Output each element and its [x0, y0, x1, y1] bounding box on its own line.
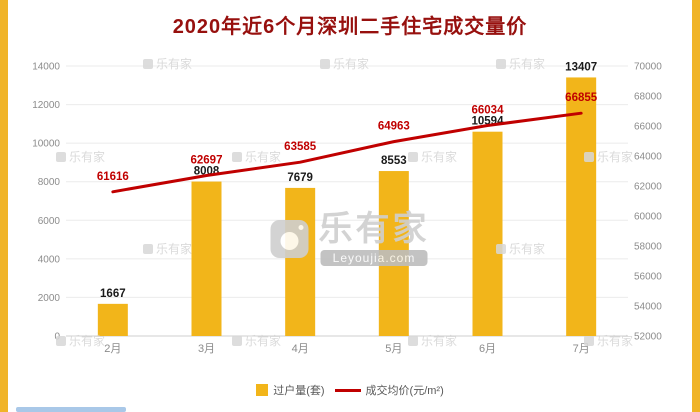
right-axis-tick-label: 62000 — [634, 182, 662, 193]
legend-price-label: 成交均价(元/m²) — [365, 385, 444, 397]
chart-title: 2020年近6个月深圳二手住宅成交量价 — [172, 16, 528, 38]
right-axis-tick-label: 60000 — [634, 212, 662, 223]
legend-volume-label: 过户量(套) — [273, 385, 325, 397]
right-axis-tick-label: 70000 — [634, 62, 662, 73]
volume-bar — [566, 77, 597, 336]
bar-value-label: 1667 — [100, 288, 126, 300]
legend-item-volume: 过户量(套) — [256, 382, 325, 398]
combo-chart: 0 2000 4000 6000 8000 10000 12000 14000 70000 680… — [32, 61, 662, 355]
left-axis-tick-label: 0 — [54, 332, 60, 343]
volume-bar — [191, 181, 222, 336]
volume-swatch-icon — [256, 384, 269, 396]
scrollbar-thumb — [16, 407, 126, 412]
volume-bar — [472, 131, 503, 336]
price-value-label: 63585 — [284, 141, 317, 153]
right-axis-tick-label: 58000 — [634, 242, 662, 253]
volume-bar — [97, 303, 128, 336]
volume-bar — [378, 171, 409, 336]
price-line-icon — [334, 388, 361, 392]
x-axis-label: 2月 — [104, 343, 121, 355]
x-axis-label: 4月 — [292, 343, 309, 355]
legend-item-price: 成交均价(元/m²) — [334, 382, 444, 398]
price-value-label: 64963 — [378, 121, 410, 133]
right-axis-tick-label: 56000 — [634, 272, 662, 283]
left-axis-tick-label: 12000 — [32, 100, 60, 111]
price-value-label: 66855 — [565, 92, 598, 104]
left-axis-tick-label: 4000 — [38, 254, 61, 265]
right-axis-tick-label: 66000 — [634, 122, 662, 133]
x-axis-label: 6月 — [479, 343, 496, 355]
right-axis-tick-label: 52000 — [634, 332, 662, 343]
left-axis-tick-label: 14000 — [32, 62, 60, 73]
left-axis-tick-label: 8000 — [38, 177, 61, 188]
bar-value-label: 13407 — [565, 61, 597, 73]
price-line — [111, 111, 583, 194]
price-value-label: 66034 — [472, 104, 505, 116]
x-axis-label: 3月 — [198, 343, 215, 355]
x-axis-label: 7月 — [573, 343, 590, 355]
left-axis-tick-label: 10000 — [32, 139, 60, 150]
price-value-label: 62697 — [191, 155, 223, 167]
volume-bar — [285, 187, 316, 336]
left-axis-tick-label: 2000 — [38, 293, 61, 304]
chart-legend: 过户量(套) 成交均价(元/m²) — [8, 382, 692, 398]
left-axis-tick-label: 6000 — [38, 216, 61, 227]
right-axis-tick-label: 54000 — [634, 302, 662, 313]
right-axis-tick-label: 64000 — [634, 152, 662, 163]
bar-value-label: 7679 — [287, 172, 313, 184]
bar-value-label: 8553 — [381, 155, 407, 167]
price-value-label: 61616 — [97, 171, 129, 183]
right-axis-tick-label: 68000 — [634, 92, 662, 103]
x-axis-label: 5月 — [385, 343, 402, 355]
